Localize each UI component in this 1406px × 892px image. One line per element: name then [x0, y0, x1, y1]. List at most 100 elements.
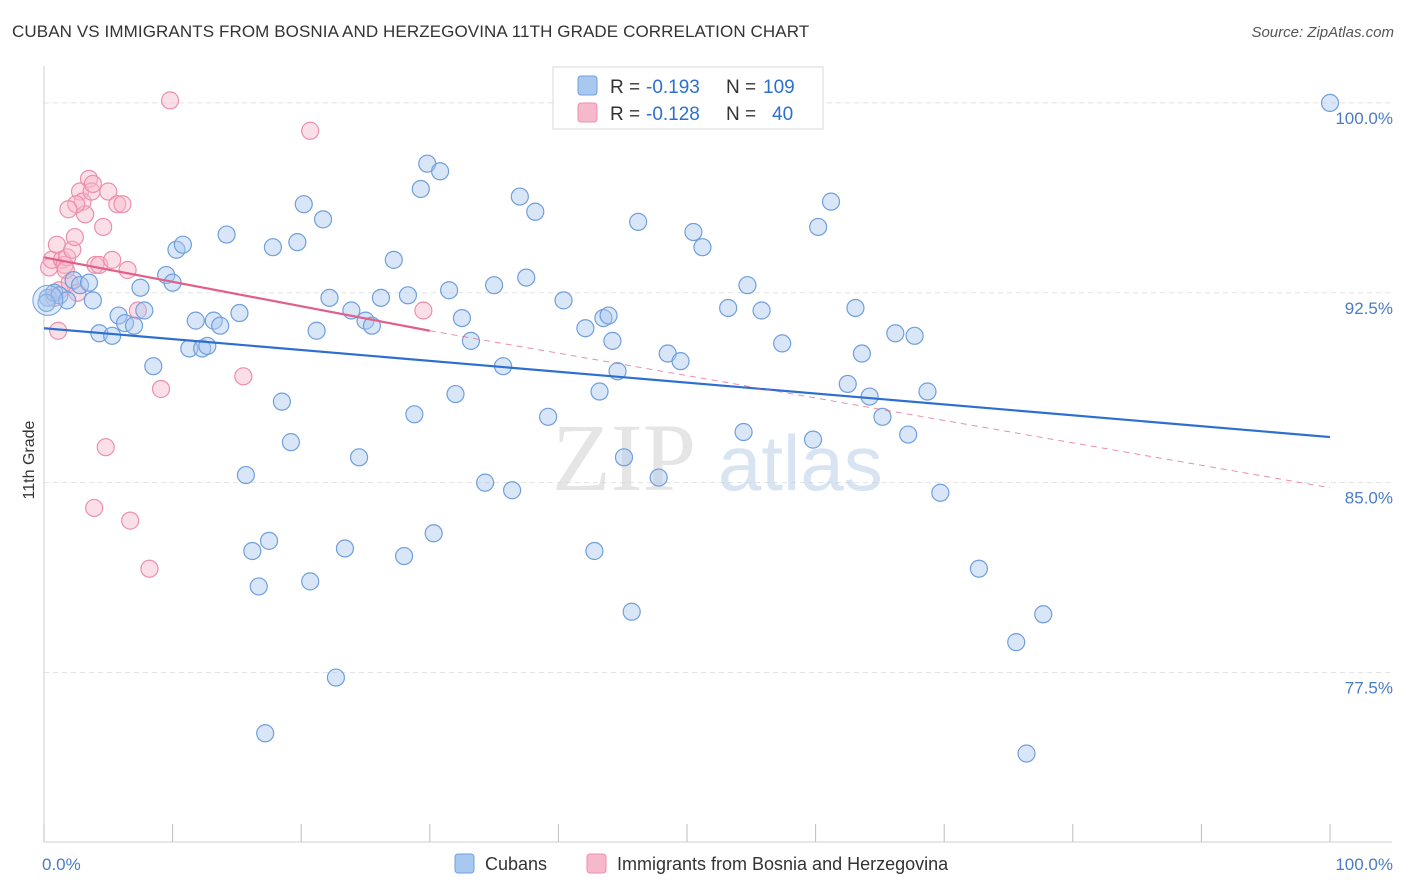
point-cubans-35	[281, 433, 301, 452]
point-cubans-107	[1320, 93, 1340, 113]
point-cubans-95	[852, 344, 871, 363]
point-cubans-78	[622, 602, 641, 621]
point-cubans-41	[320, 288, 339, 307]
point-cubans-71	[585, 541, 604, 561]
legend-n-label-1: N =	[726, 77, 756, 98]
legend-r-value-1: -0.193	[646, 77, 700, 98]
legend-swatch-pink	[577, 102, 598, 123]
y-tick-label-0: 100.0%	[1335, 109, 1393, 128]
point-cubans-42	[326, 668, 346, 687]
legend-n-value-1: 109	[763, 77, 795, 98]
point-cubans-105	[1017, 744, 1036, 763]
point-cubans-83	[684, 222, 703, 242]
point-cubans-90	[803, 430, 823, 449]
watermark: ZIP atlas	[552, 404, 883, 511]
point-cubans-45	[349, 448, 369, 467]
point-cubans-99	[899, 425, 918, 444]
bottom-legend-swatch-cubans	[454, 853, 475, 874]
point-bosnia-31	[414, 301, 433, 320]
point-cubans-88	[752, 301, 771, 320]
legend-box: R = -0.193 N = 109 R = -0.128 N = 40	[552, 66, 824, 130]
point-cubans-50	[394, 546, 414, 566]
point-cubans-6	[79, 273, 99, 292]
point-cubans-55	[424, 524, 443, 543]
point-cubans-80	[649, 468, 668, 487]
point-cubans-94	[846, 298, 865, 318]
point-cubans-10	[109, 306, 128, 325]
point-bosnia-35	[96, 438, 115, 457]
point-cubans-65	[510, 187, 529, 206]
point-cubans-30	[249, 577, 268, 596]
point-bosnia-28	[160, 91, 180, 110]
legend-r-label-1: R =	[610, 77, 640, 98]
point-cubans-25	[211, 316, 230, 335]
point-cubans-91	[809, 217, 828, 237]
bottom-legend-label-cubans: Cubans	[485, 854, 547, 874]
bottom-legend: Cubans Immigrants from Bosnia and Herzeg…	[454, 853, 949, 874]
bottom-legend-swatch-bosnia	[586, 853, 607, 874]
point-bosnia-23	[113, 195, 132, 214]
point-bosnia-24	[118, 260, 137, 280]
point-cubans-33	[263, 238, 283, 257]
point-cubans-28	[236, 465, 256, 485]
legend-n-value-2: 40	[772, 104, 793, 125]
legend-r-label-2: R =	[610, 104, 640, 125]
point-bosnia-27	[151, 379, 171, 399]
point-cubans-21	[186, 311, 205, 330]
point-cubans-56	[430, 162, 450, 181]
point-cubans-106	[1034, 605, 1053, 624]
point-cubans-77	[614, 448, 634, 467]
point-cubans-40	[313, 210, 333, 229]
point-cubans-87	[738, 276, 757, 295]
point-cubans-89	[773, 334, 792, 353]
point-cubans-64	[503, 481, 522, 500]
point-bosnia-20	[99, 182, 118, 201]
point-cubans-23	[198, 336, 217, 356]
point-cubans-51	[398, 286, 418, 305]
point-cubans-82	[671, 352, 690, 371]
point-cubans-31	[256, 724, 275, 743]
point-bosnia-22	[108, 195, 127, 214]
point-cubans-26	[217, 225, 236, 244]
point-cubans-103	[969, 559, 989, 578]
point-cubans-74	[599, 306, 618, 325]
point-cubans-67	[526, 202, 545, 221]
point-bosnia-10	[65, 227, 84, 247]
point-cubans-75	[603, 331, 622, 350]
point-cubans-69	[554, 291, 573, 310]
point-cubans-61	[475, 473, 495, 492]
point-cubans-93	[838, 374, 857, 394]
point-cubans-97	[873, 407, 892, 426]
legend-r-value-2: -0.128	[646, 104, 700, 125]
point-cubans-85	[719, 298, 738, 318]
point-cubans-38	[301, 572, 320, 591]
point-bosnia-39	[59, 200, 78, 219]
point-bosnia-37	[85, 498, 104, 518]
point-cubans-73	[594, 308, 613, 328]
point-cubans-60	[461, 331, 481, 350]
point-bosnia-25	[128, 301, 147, 320]
point-cubans-108	[37, 293, 56, 313]
point-cubans-49	[384, 250, 403, 269]
point-cubans-12	[124, 316, 144, 335]
point-bosnia-21	[103, 250, 122, 269]
legend-n-label-2: N =	[726, 104, 756, 125]
point-cubans-22	[193, 339, 212, 358]
point-cubans-101	[918, 382, 937, 401]
trend-lines	[43, 256, 1331, 489]
point-cubans-36	[288, 233, 307, 252]
y-tick-label-1: 92.5%	[1345, 299, 1393, 318]
point-cubans-62	[485, 276, 504, 295]
point-cubans-13	[131, 278, 150, 297]
x-tick-label-0: 0.0%	[42, 855, 81, 874]
point-cubans-68	[539, 407, 558, 426]
series-cubans	[32, 93, 1340, 763]
point-cubans-cluster	[32, 284, 64, 316]
point-bosnia-14	[76, 205, 95, 224]
point-cubans-43	[335, 539, 355, 558]
point-bosnia-26	[140, 559, 159, 578]
point-cubans-7	[83, 291, 102, 310]
point-cubans-53	[411, 179, 430, 199]
point-cubans-79	[629, 212, 648, 231]
point-cubans-37	[294, 195, 313, 214]
